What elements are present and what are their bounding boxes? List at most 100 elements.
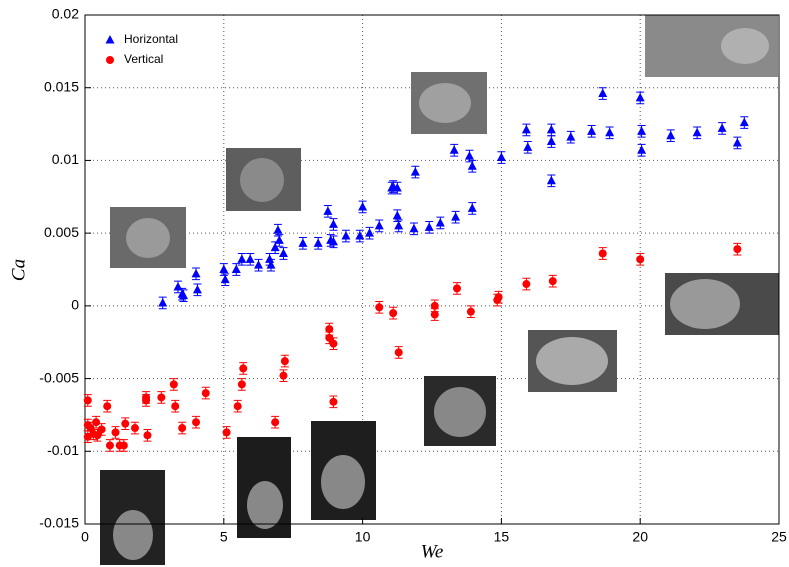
droplet	[321, 455, 365, 509]
point	[739, 117, 749, 127]
point	[546, 136, 556, 146]
droplet	[247, 481, 283, 529]
point	[119, 441, 128, 450]
y-tick-label: 0.02	[52, 6, 79, 22]
legend-marker	[106, 56, 114, 64]
point	[280, 357, 289, 366]
point	[83, 396, 92, 405]
point	[666, 130, 676, 140]
point	[587, 126, 597, 135]
droplet-photos	[100, 15, 779, 565]
point	[717, 123, 727, 132]
point	[467, 203, 477, 212]
point	[143, 431, 152, 440]
droplet	[670, 279, 740, 329]
x-tick-label: 5	[220, 529, 228, 545]
point	[121, 419, 130, 428]
x-tick-label: 15	[494, 529, 510, 545]
droplet	[113, 510, 153, 560]
point	[278, 248, 288, 258]
point	[546, 175, 556, 185]
point	[355, 231, 365, 240]
point	[245, 254, 255, 263]
point	[374, 220, 384, 230]
point	[392, 183, 402, 192]
point	[191, 268, 201, 278]
point	[220, 274, 230, 284]
point	[298, 238, 308, 247]
point	[392, 210, 402, 220]
point	[598, 249, 607, 258]
point	[598, 88, 608, 98]
point	[92, 418, 101, 427]
point	[222, 428, 231, 437]
point	[329, 397, 338, 406]
point	[464, 151, 474, 160]
point	[494, 293, 503, 302]
point	[237, 380, 246, 389]
point	[329, 339, 338, 348]
point	[97, 425, 106, 434]
point	[410, 167, 420, 176]
plot-frame	[84, 14, 780, 525]
point	[325, 333, 334, 342]
point	[358, 201, 368, 211]
point	[467, 161, 477, 170]
point	[546, 124, 556, 134]
point	[521, 124, 531, 134]
point	[637, 126, 647, 135]
point	[692, 127, 702, 137]
point	[409, 223, 419, 233]
point	[325, 325, 334, 334]
point	[341, 231, 351, 240]
point	[365, 228, 375, 237]
droplet	[721, 28, 769, 64]
point	[103, 402, 112, 411]
point	[157, 393, 166, 402]
point	[254, 260, 263, 269]
point	[566, 132, 576, 141]
point	[219, 264, 229, 273]
droplet	[419, 83, 471, 123]
point	[323, 206, 333, 215]
y-tick-label: 0.01	[52, 151, 79, 167]
point	[266, 260, 276, 269]
point	[424, 222, 434, 231]
point	[430, 301, 439, 310]
droplet	[434, 387, 486, 437]
y-tick-label: -0.01	[47, 442, 79, 458]
point	[451, 212, 461, 221]
point	[265, 254, 275, 263]
point	[375, 303, 384, 312]
point	[394, 348, 403, 357]
point	[452, 284, 461, 293]
point	[233, 402, 242, 411]
point	[523, 142, 533, 151]
legend-label: Horizontal	[124, 32, 178, 46]
droplet	[536, 337, 608, 385]
point	[192, 284, 202, 294]
droplet	[126, 218, 170, 258]
point	[394, 220, 404, 230]
point	[605, 127, 615, 137]
y-tick-label: -0.015	[39, 515, 79, 531]
x-axis-label: We	[421, 541, 444, 562]
point	[449, 145, 459, 154]
x-tick-label: 20	[632, 529, 648, 545]
point	[274, 235, 284, 244]
point	[328, 236, 338, 246]
point	[635, 92, 645, 102]
point	[548, 277, 557, 286]
point	[171, 402, 180, 411]
point	[169, 380, 178, 389]
point	[201, 389, 210, 398]
point	[270, 242, 280, 252]
x-tick-label: 25	[771, 529, 787, 545]
point	[173, 281, 183, 291]
point	[733, 245, 742, 254]
point	[522, 280, 531, 289]
point	[178, 424, 187, 433]
point	[273, 225, 283, 234]
point	[231, 264, 241, 273]
